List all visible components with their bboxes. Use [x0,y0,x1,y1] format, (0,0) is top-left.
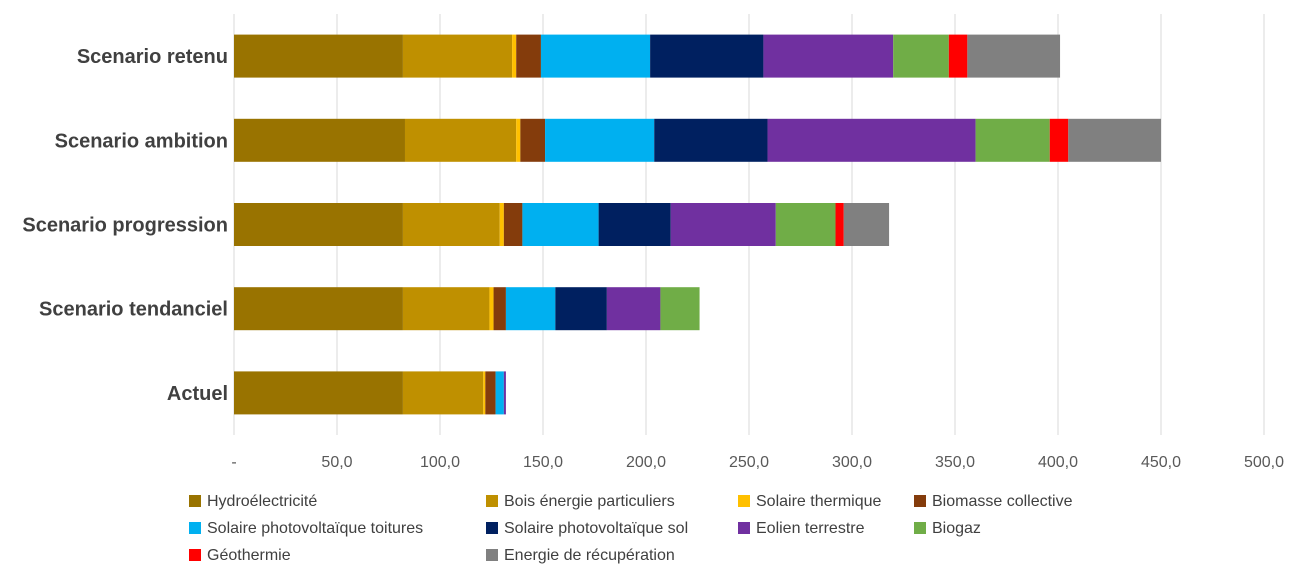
legend-swatch [738,495,750,507]
bar-segment [234,287,403,331]
legend-swatch [486,549,498,561]
bar-segment [402,203,500,246]
legend-label: Biogaz [932,520,981,537]
legend-swatch [914,522,926,534]
bar-segment [1068,118,1161,162]
x-tick-label: 500,0 [1244,454,1284,471]
legend-label: Eolien terrestre [756,520,865,537]
bar-segment [598,203,671,246]
bar-segment [483,371,486,415]
legend-swatch [486,495,498,507]
legend-label: Biomasse collective [932,493,1073,510]
x-tick-label: 450,0 [1141,454,1181,471]
bar-segment [670,203,776,246]
bar-segment [234,34,403,78]
bar-segment [606,287,661,331]
bar-segment [650,34,764,78]
bar-segment [402,371,484,415]
bar-segment [234,371,403,415]
x-tick-label: 100,0 [420,454,460,471]
bar-segment [767,118,976,162]
bar-segment [499,203,504,246]
legend-label: Energie de récupération [504,547,675,564]
legend-swatch [189,549,201,561]
legend-label: Solaire thermique [756,493,882,510]
x-tick-label: 400,0 [1038,454,1078,471]
bar-segment [493,287,506,331]
category-label: Actuel [167,383,228,405]
x-tick-label: 200,0 [626,454,666,471]
category-label: Scenario retenu [77,46,228,68]
bar-segment [516,34,541,78]
bar-segment [775,203,836,246]
legend-label: Bois énergie particuliers [504,493,675,510]
legend-label: Géothermie [207,547,291,564]
legend-swatch [189,495,201,507]
bar-segment [516,118,521,162]
bar-segment [545,118,655,162]
bar-segment [1049,118,1069,162]
bar-segment [485,371,496,415]
bar-segment [540,34,651,78]
bar-segment [402,34,513,78]
bar-segment [660,287,700,331]
bar-segment [967,34,1061,78]
legend-swatch [738,522,750,534]
x-tick-label: 300,0 [832,454,872,471]
bar-segment [654,118,768,162]
bar-segment [404,118,517,162]
bar-segment [503,203,523,246]
bar-segment [975,118,1050,162]
category-labels: Scenario retenu Scenario ambition Scenario… [22,46,228,405]
x-tick-labels: - 50,0 100,0 150,0 200,0 250,0 300,0 350,0 400,0… [231,454,1284,471]
bar-segment [522,203,599,246]
bar-segment [512,34,517,78]
bar-segment [495,371,504,415]
legend-swatch [914,495,926,507]
bar-segment [763,34,894,78]
legend-label: Solaire photovoltaïque sol [504,520,688,537]
category-label: Scenario progression [22,215,228,237]
category-label: Scenario tendanciel [39,299,228,321]
bar-segment [948,34,968,78]
bars [234,34,1161,415]
bar-segment [402,287,490,331]
bar-segment [520,118,546,162]
bar-segment [505,287,556,331]
x-tick-label: 50,0 [321,454,352,471]
legend-label: Hydroélectricité [207,493,317,510]
bar-segment [234,118,405,162]
bar-segment [835,203,844,246]
bar-segment [893,34,949,78]
legend-swatch [189,522,201,534]
category-label: Scenario ambition [55,130,228,152]
x-tick-label: 150,0 [523,454,563,471]
x-tick-label: 350,0 [935,454,975,471]
legend-label: Solaire photovoltaïque toitures [207,520,423,537]
x-tick-label: - [231,454,236,471]
bar-segment [234,203,403,246]
bar-segment [503,371,506,415]
bar-segment [843,203,890,246]
legend-swatch [486,522,498,534]
bar-segment [489,287,494,331]
x-tick-label: 250,0 [729,454,769,471]
bar-segment [555,287,607,331]
legend: Hydroélectricité Bois énergie particulier… [189,493,1073,564]
